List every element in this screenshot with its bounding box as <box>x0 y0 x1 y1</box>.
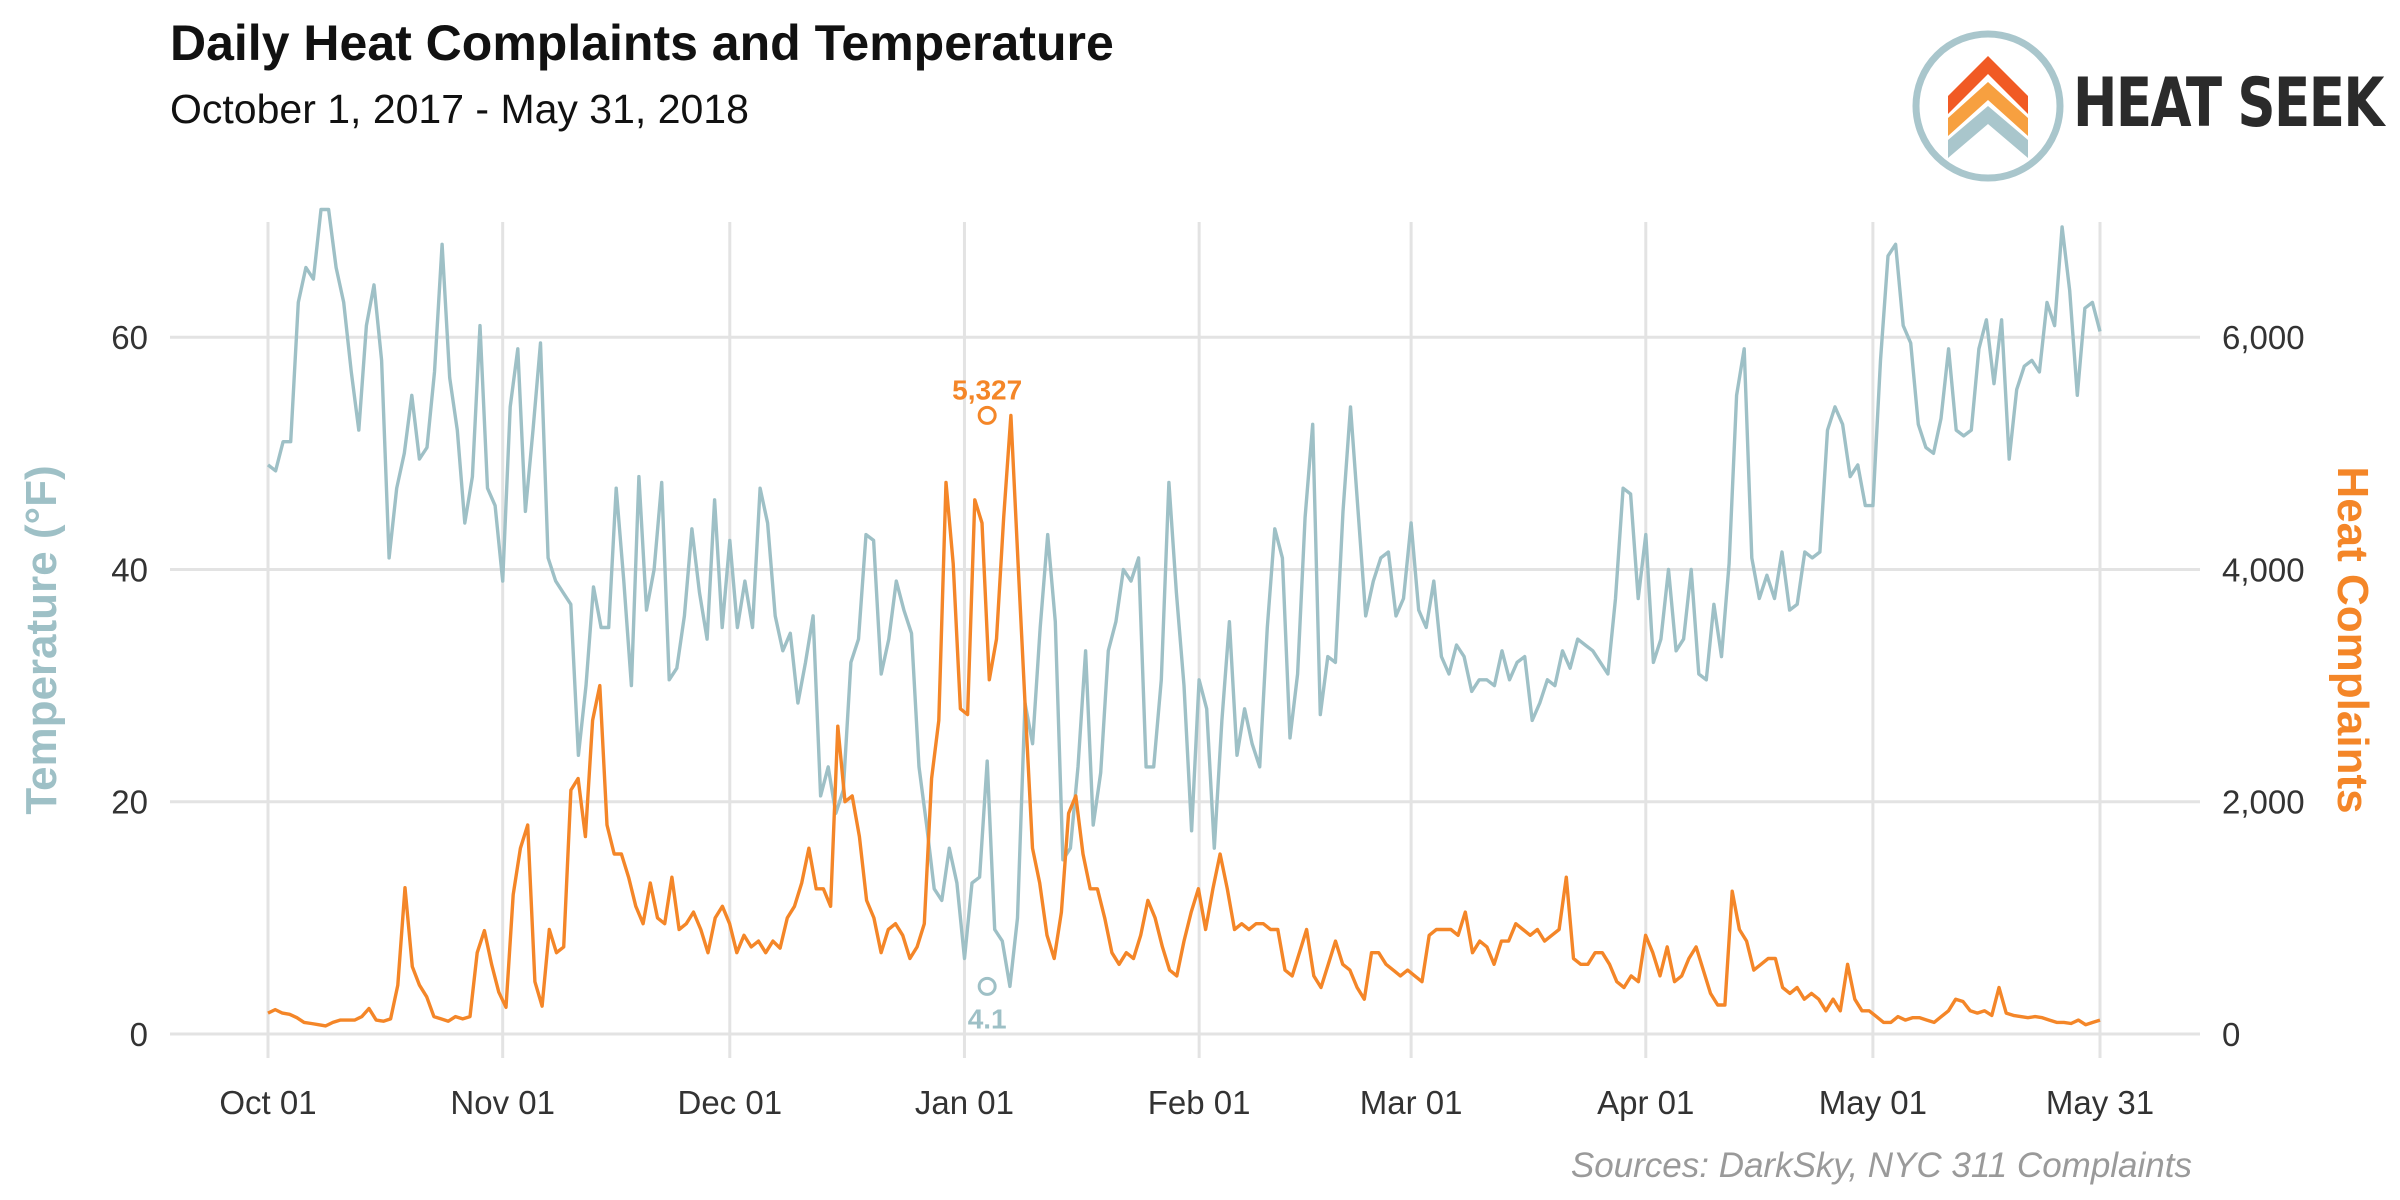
x-tick-label: Jan 01 <box>915 1084 1014 1121</box>
annotation-label: 4.1 <box>968 1003 1007 1034</box>
y-right-tick-label: 0 <box>2222 1016 2240 1053</box>
x-tick-label: May 31 <box>2046 1084 2154 1121</box>
source-note: Sources: DarkSky, NYC 311 Complaints <box>1570 1146 2192 1185</box>
x-tick-label: Apr 01 <box>1597 1084 1694 1121</box>
x-tick-label: May 01 <box>1819 1084 1927 1121</box>
annotation-label: 5,327 <box>952 374 1022 405</box>
y-left-tick-label: 20 <box>111 784 148 821</box>
y-right-tick-label: 2,000 <box>2222 784 2305 821</box>
x-tick-label: Dec 01 <box>678 1084 783 1121</box>
annotation-marker <box>977 405 997 425</box>
chart-subtitle: October 1, 2017 - May 31, 2018 <box>170 86 749 132</box>
temperature-series-line <box>266 207 2102 989</box>
y-axis-left-label: Temperature (°F) <box>17 465 66 814</box>
x-tick-label: Nov 01 <box>450 1084 555 1121</box>
house-chevrons-icon <box>1912 30 2064 182</box>
logo-text: HEAT SEEK <box>2073 64 2384 143</box>
y-right-tick-label: 6,000 <box>2222 319 2305 356</box>
x-tick-label: Feb 01 <box>1148 1084 1251 1121</box>
x-tick-label: Mar 01 <box>1360 1084 1463 1121</box>
y-left-tick-label: 60 <box>111 319 148 356</box>
y-left-tick-label: 40 <box>111 551 148 588</box>
y-axis-right-label: Heat Complaints <box>2328 466 2377 813</box>
x-tick-label: Oct 01 <box>219 1084 316 1121</box>
complaints-series-line <box>267 413 2101 1028</box>
annotation-marker <box>977 976 997 996</box>
heat-seek-logo: HEAT SEEK <box>1908 26 2384 186</box>
chart-title: Daily Heat Complaints and Temperature <box>170 15 1114 71</box>
y-right-tick-label: 4,000 <box>2222 551 2305 588</box>
y-left-tick-label: 0 <box>130 1016 148 1053</box>
